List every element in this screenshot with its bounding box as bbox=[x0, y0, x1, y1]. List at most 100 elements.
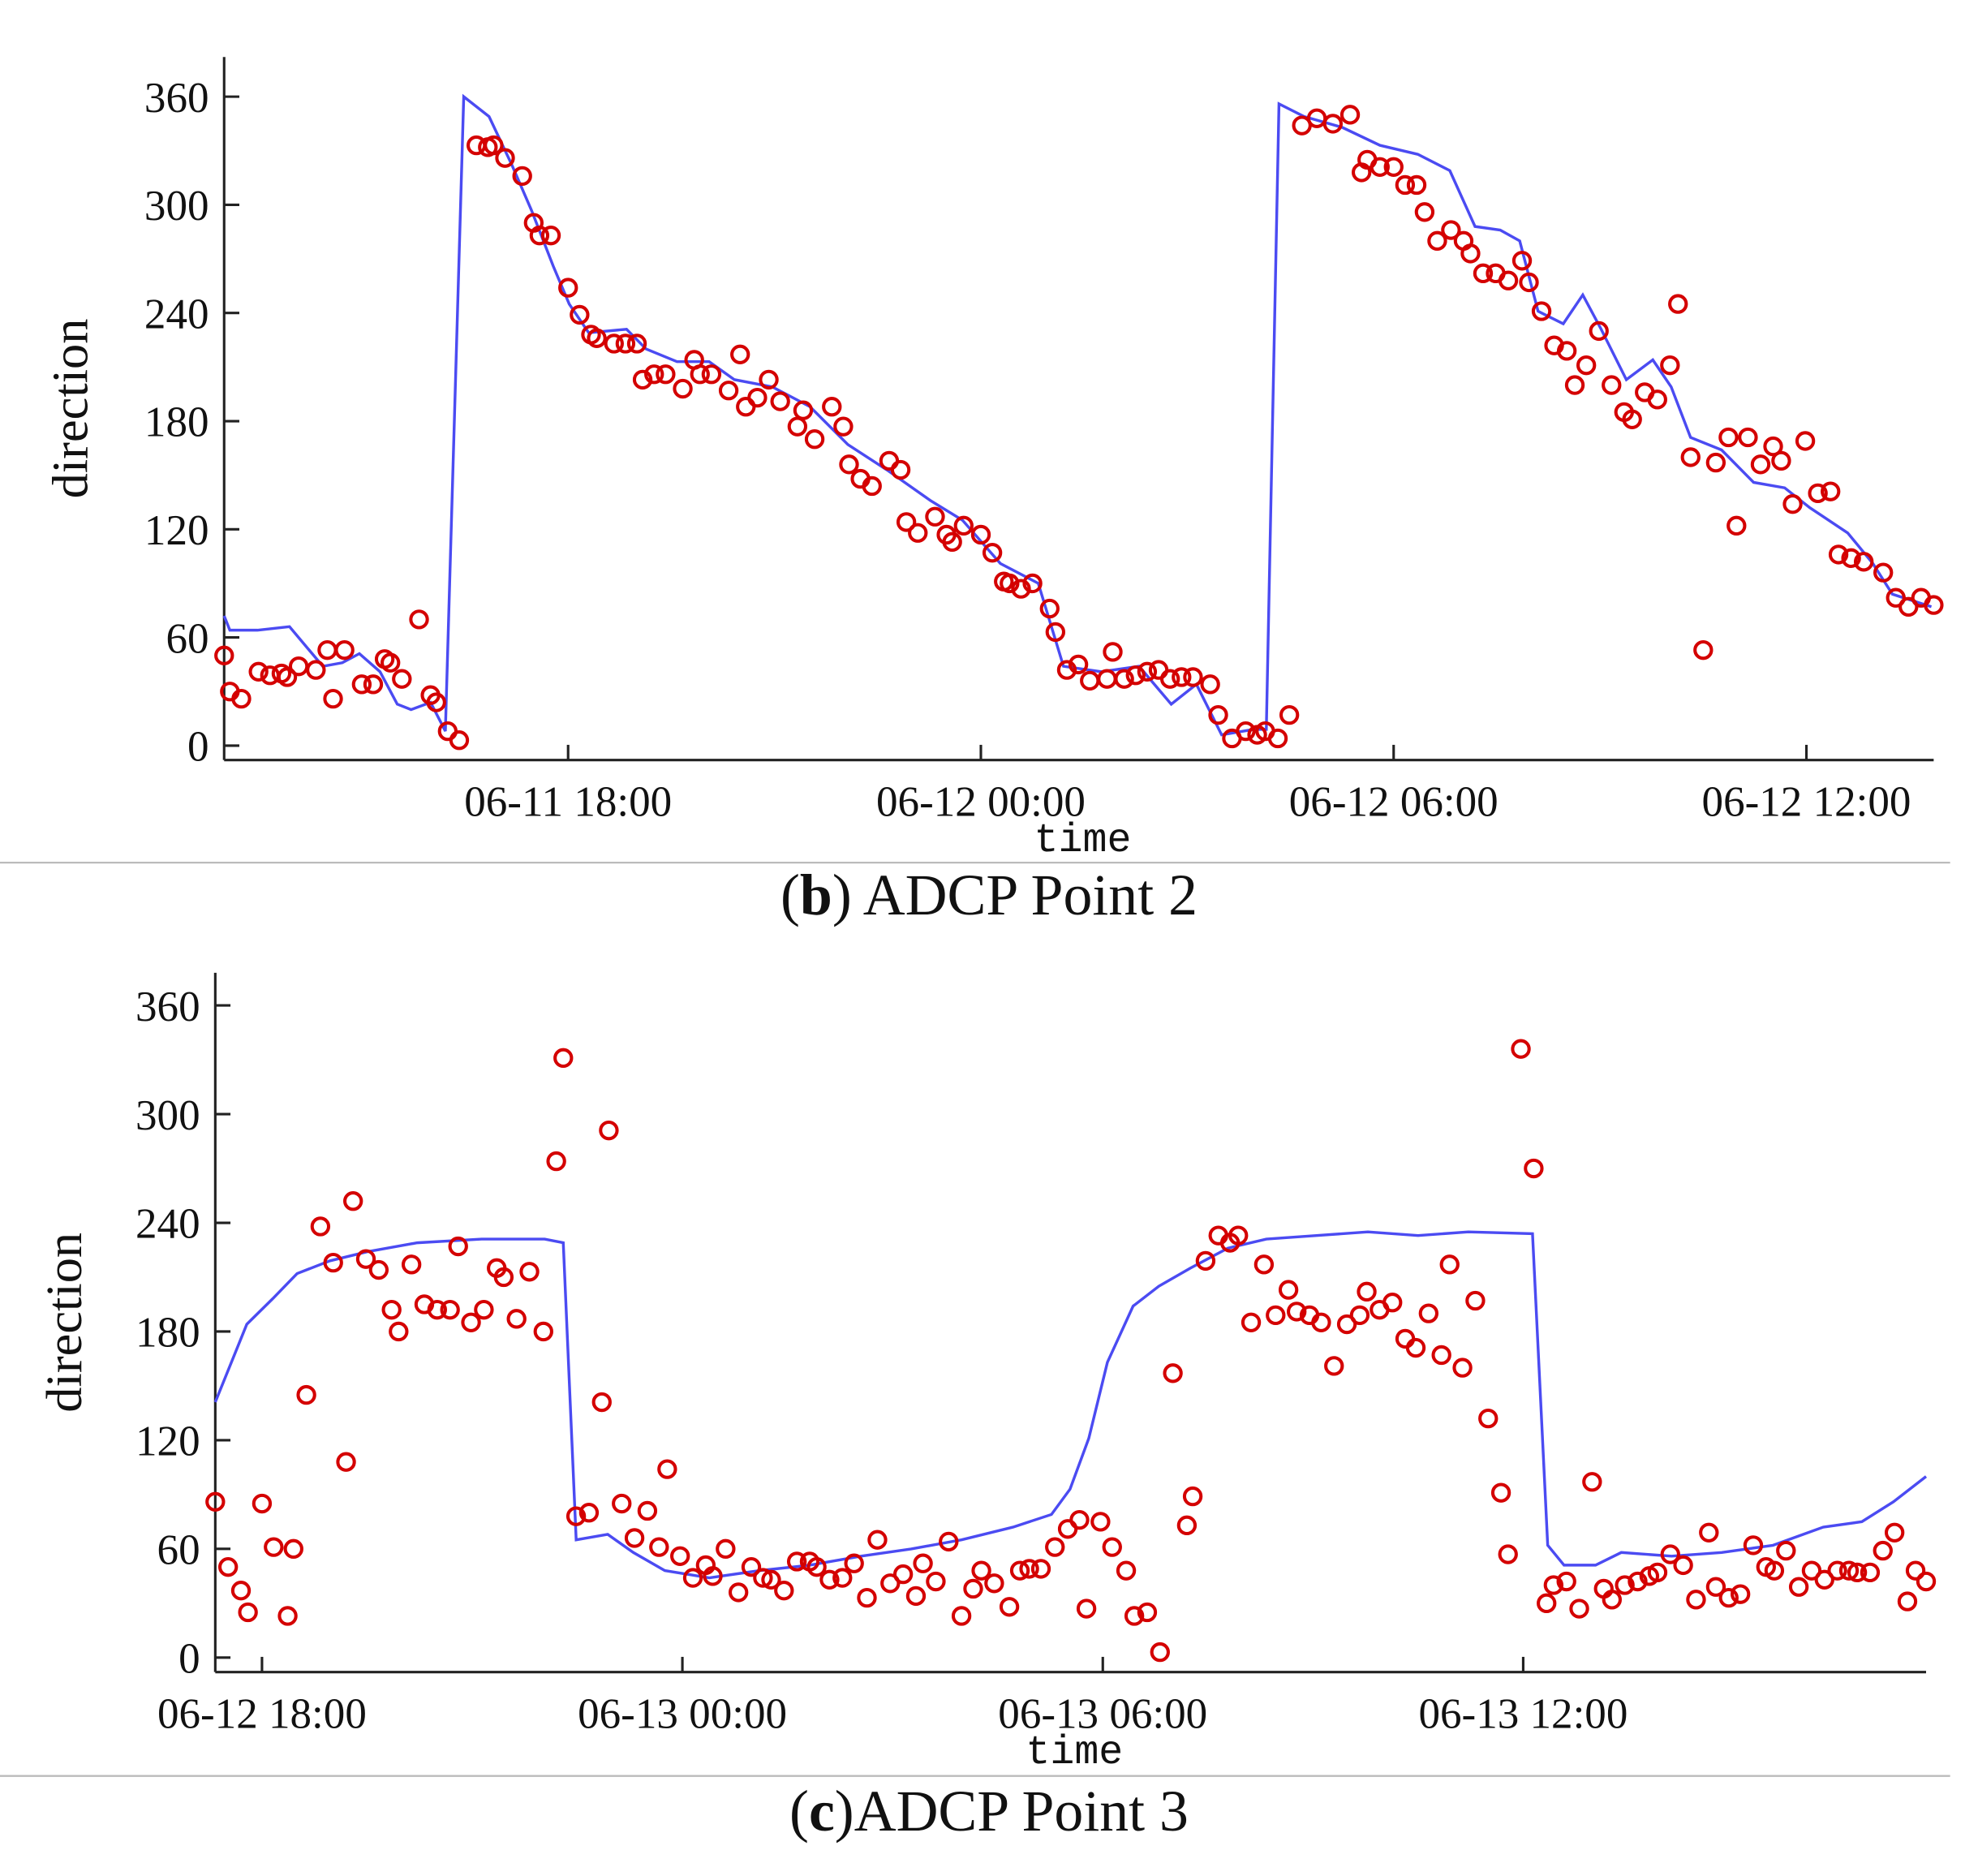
observation-point bbox=[1647, 389, 1667, 410]
observation-point bbox=[277, 1606, 298, 1626]
observation-point bbox=[323, 688, 343, 709]
observation-point bbox=[484, 135, 504, 156]
x-axis-label: time bbox=[1026, 1729, 1123, 1775]
observation-point bbox=[1873, 562, 1894, 583]
observation-point bbox=[1699, 1522, 1719, 1543]
observation-point bbox=[984, 1573, 1004, 1594]
observation-point bbox=[296, 1384, 316, 1405]
observation-point bbox=[1009, 1560, 1030, 1581]
observation-point bbox=[624, 1528, 645, 1548]
observation-point bbox=[670, 1546, 690, 1566]
observation-point bbox=[1556, 1571, 1576, 1592]
y-axis-label: direction bbox=[36, 1233, 92, 1413]
observation-point bbox=[1776, 1540, 1796, 1561]
observation-point bbox=[1241, 1312, 1262, 1332]
observation-point bbox=[570, 304, 590, 325]
observation-point bbox=[718, 381, 739, 401]
observation-point bbox=[819, 1569, 840, 1590]
observation-point bbox=[1183, 667, 1203, 687]
observation-point bbox=[926, 1571, 946, 1592]
observation-point bbox=[761, 1569, 781, 1590]
observation-point bbox=[1795, 431, 1816, 451]
observation-point bbox=[1718, 427, 1739, 448]
observation-point bbox=[1693, 639, 1714, 660]
observation-point bbox=[587, 328, 607, 348]
observation-point bbox=[896, 512, 917, 532]
y-tick-label: 60 bbox=[157, 1527, 200, 1574]
observation-point bbox=[1370, 157, 1390, 177]
observation-point bbox=[1460, 243, 1481, 264]
observation-point bbox=[1103, 642, 1123, 662]
observation-point bbox=[612, 1493, 632, 1514]
observation-point bbox=[1427, 230, 1447, 252]
y-tick-label: 120 bbox=[135, 1418, 200, 1465]
observation-point bbox=[1068, 654, 1089, 675]
observation-point bbox=[1039, 598, 1060, 619]
observation-point bbox=[1828, 544, 1849, 565]
observation-point bbox=[728, 1582, 749, 1603]
observation-point bbox=[1030, 1559, 1051, 1579]
y-tick-label: 240 bbox=[135, 1201, 200, 1248]
observation-point bbox=[1916, 1571, 1937, 1592]
observation-point bbox=[1022, 573, 1043, 594]
observation-point bbox=[982, 543, 1003, 563]
caption: (c)ADCP Point 3 bbox=[789, 1779, 1189, 1844]
observation-point bbox=[1137, 1602, 1158, 1623]
observation-point bbox=[741, 1557, 762, 1577]
observation-point bbox=[283, 1538, 303, 1560]
observation-point bbox=[1730, 1584, 1751, 1604]
observation-point bbox=[867, 1530, 888, 1550]
observation-point bbox=[806, 1557, 827, 1577]
observation-point bbox=[1511, 1039, 1531, 1059]
observation-point bbox=[1498, 1544, 1518, 1564]
observation-point bbox=[1414, 202, 1435, 222]
observation-point bbox=[1847, 1562, 1868, 1583]
observation-point bbox=[604, 333, 624, 354]
observation-point bbox=[1898, 596, 1919, 617]
observation-point bbox=[1771, 450, 1791, 471]
observation-point bbox=[939, 1531, 959, 1552]
observation-point bbox=[440, 1299, 460, 1320]
observation-point bbox=[793, 400, 814, 420]
y-tick-label: 0 bbox=[187, 724, 209, 771]
observation-point bbox=[392, 669, 412, 689]
observation-point bbox=[1524, 1158, 1544, 1179]
observation-point bbox=[1150, 1642, 1170, 1663]
observation-point bbox=[1576, 355, 1597, 376]
observation-point bbox=[1278, 1280, 1299, 1300]
observation-point bbox=[1705, 452, 1726, 473]
observation-point bbox=[1076, 1598, 1097, 1619]
observation-point bbox=[493, 1267, 514, 1288]
observation-point bbox=[1602, 375, 1622, 395]
observation-point bbox=[1660, 355, 1680, 376]
observation-point bbox=[1673, 1555, 1693, 1576]
observation-point bbox=[1056, 660, 1077, 680]
observation-point bbox=[963, 1578, 983, 1599]
observation-point bbox=[1763, 436, 1783, 457]
observation-point bbox=[656, 364, 676, 385]
observation-point bbox=[925, 506, 945, 527]
observation-point bbox=[1886, 587, 1906, 608]
observation-point bbox=[892, 1564, 914, 1585]
observation-point bbox=[1615, 1575, 1635, 1595]
observation-point bbox=[844, 1553, 864, 1573]
observation-point bbox=[971, 1560, 991, 1581]
observation-point bbox=[1114, 669, 1134, 689]
observation-point bbox=[336, 1452, 356, 1472]
y-axis-label: direction bbox=[42, 319, 99, 499]
y-tick-label: 0 bbox=[178, 1636, 200, 1683]
observation-point bbox=[862, 475, 882, 497]
observation-point bbox=[942, 531, 962, 553]
observation-point bbox=[310, 1216, 331, 1237]
x-axis-label: time bbox=[1034, 817, 1132, 863]
observation-point bbox=[1726, 515, 1747, 536]
observation-point bbox=[703, 1566, 723, 1586]
y-tick-label: 300 bbox=[135, 1092, 200, 1139]
observation-point bbox=[637, 1500, 658, 1521]
observation-point bbox=[1602, 1590, 1622, 1610]
observation-point bbox=[1801, 1560, 1822, 1581]
observation-point bbox=[1357, 1281, 1377, 1302]
observation-point bbox=[368, 1259, 389, 1280]
observation-point bbox=[1322, 114, 1344, 134]
